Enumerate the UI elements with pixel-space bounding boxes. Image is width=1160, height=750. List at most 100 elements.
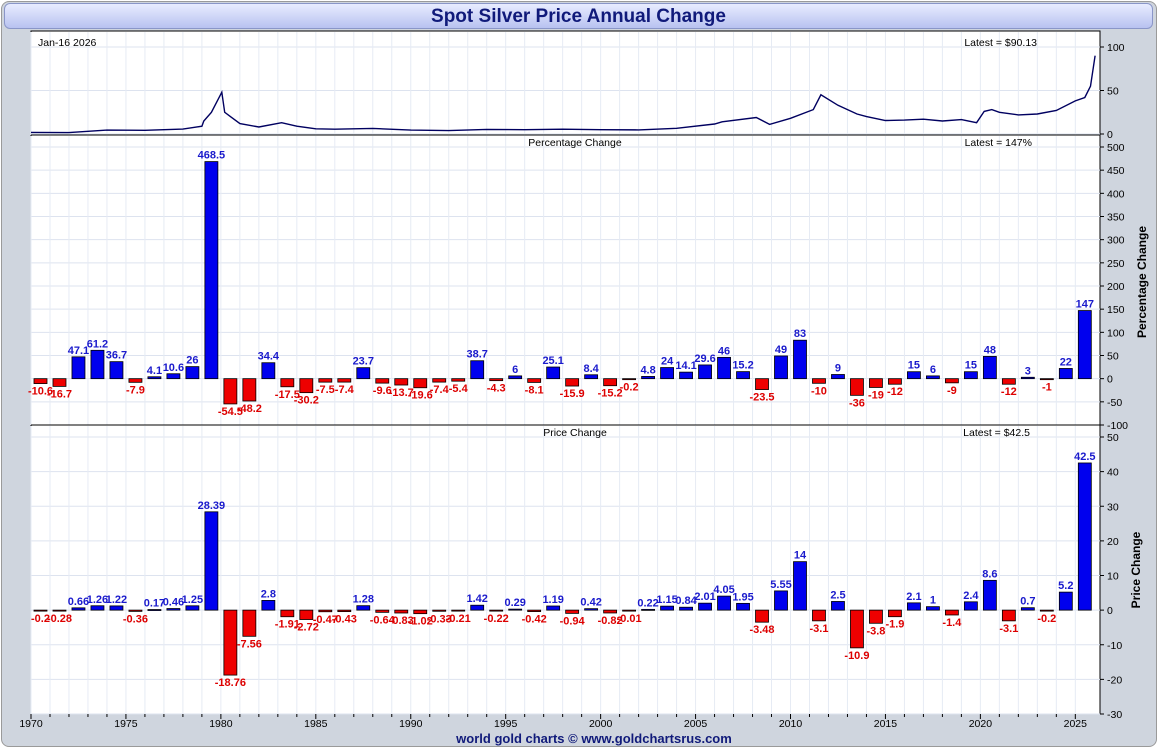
price-bar [356,605,371,611]
pct-bar [489,378,504,382]
pct-data-label: -4.3 [487,383,506,395]
price-bar [565,609,580,614]
pct-data-label: -9 [947,385,957,397]
price-bar [755,609,769,623]
y-tick-label: 30 [1107,501,1119,513]
pct-data-label: 6 [512,364,518,376]
price-data-label: 2.5 [830,589,845,601]
price-data-label: -0.42 [522,614,547,626]
price-bar [641,608,655,611]
y-tick-label: 200 [1107,281,1125,293]
pct-bar [527,378,542,383]
price-data-label: -0.22 [484,613,509,625]
y-tick-label: 0 [1107,605,1113,617]
price-bar [166,608,181,611]
pct-data-label: 4.1 [147,365,162,377]
price-bar [337,609,352,613]
pct-bar [963,371,978,380]
pct-bar [508,375,523,380]
y-tick-label: 0 [1107,374,1113,386]
y-tick-label: 100 [1107,42,1125,54]
price-data-label: 0.66 [68,596,89,608]
price-data-label: 2.8 [261,588,276,600]
pct-data-label: 36.7 [106,350,127,362]
price-bar [52,609,67,612]
price-bar [147,609,162,611]
pct-data-label: -8.1 [525,384,544,396]
price-bar [622,609,637,612]
pct-data-label: 24 [661,356,674,368]
price-bar [470,604,485,611]
price-data-label: 28.39 [198,500,226,512]
price-bar [1058,591,1073,611]
price-data-label: -3.1 [809,623,828,635]
pct-bar [147,376,162,380]
price-bar [71,607,86,611]
price-data-label: -0.94 [560,615,586,627]
price-data-label: -0.21 [446,613,471,625]
price-bar [261,600,276,611]
pct-bar [90,349,105,380]
pct-bar [52,378,67,387]
pct-data-label: 6 [930,364,936,376]
price-data-label: 2.01 [694,591,715,603]
pct-bar [660,367,674,380]
y-tick-label: 50 [1107,86,1119,98]
pct-bar [470,360,485,380]
pct-bar [356,367,371,380]
pct-bar [831,374,845,380]
price-data-label: 1.95 [732,591,753,603]
price-bar [926,606,940,611]
price-bar [963,601,978,611]
y-tick-label: 250 [1107,258,1125,270]
plot-layer [30,55,1096,676]
price-bar [1039,609,1054,612]
pct-bar [128,378,143,383]
pct-data-label: -0.2 [620,382,639,394]
chart-title: Spot Silver Price Annual Change [431,6,726,27]
price-bar [489,609,504,612]
pct-data-label: -17.5 [275,389,300,401]
x-tick-label: 1990 [399,718,423,730]
price-data-label: 1.22 [106,594,127,606]
pct-data-label: 83 [794,328,806,340]
price-data-label: -0.28 [47,613,72,625]
pct-data-label: 3 [1025,365,1031,377]
y-tick-label: -20 [1107,674,1122,686]
pct-ylabel: Percentage Change [1135,226,1149,338]
pct-bar [1001,378,1016,385]
price-data-label: -0.2 [31,613,50,625]
pct-data-label: 4.8 [640,364,655,376]
pct-bar [622,378,637,381]
pct-bar [318,378,333,383]
pct-data-label: 8.4 [583,363,599,375]
footer-credit: world gold charts © www.goldchartsrus.co… [456,731,732,746]
pct-data-label: -7.9 [126,384,145,396]
price-data-label: 0.7 [1020,596,1035,608]
price-data-label: -0.36 [123,613,148,625]
price-panel-title: Price Change [543,427,607,439]
price-bar [698,602,712,611]
price-bar [888,609,902,618]
price-bar [299,609,314,620]
pct-bar [337,378,352,383]
price-data-label: -1.9 [885,619,904,631]
pct-data-label: 147 [1076,299,1094,311]
price-bar [508,608,523,611]
price-bar [128,609,143,612]
x-tick-label: 2020 [969,718,993,730]
price-bar [1001,609,1016,622]
price-data-label: 4.05 [713,584,734,596]
price-data-label: -3.1 [999,623,1018,635]
pct-data-label: -30.2 [294,395,319,407]
y-tick-label: 10 [1107,571,1119,583]
pct-data-label: 468.5 [198,150,226,162]
price-data-label: -1.91 [275,619,300,631]
price-data-label: 1.25 [182,594,203,606]
pct-data-label: 25.1 [542,355,563,367]
pct-bar [280,378,295,388]
y-tick-label: -10 [1107,640,1122,652]
pct-latest-label: Latest = 147% [965,137,1032,149]
y-tick-label: -50 [1107,397,1122,409]
